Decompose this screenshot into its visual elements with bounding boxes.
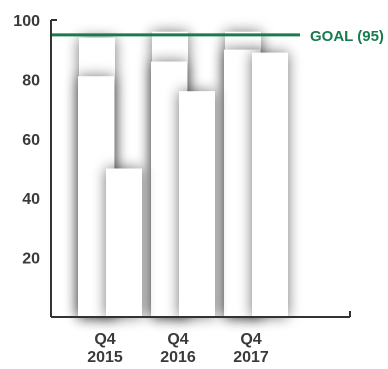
x-tick-label-line2-3: 2017 <box>233 349 269 364</box>
goal-layer: GOAL (95) <box>52 28 384 45</box>
x-tick-label-line2-1: 2015 <box>87 349 123 364</box>
y-tick-label-20: 20 <box>22 251 40 268</box>
y-tick-label-100: 100 <box>13 13 40 30</box>
y-tick-labels: 20 40 60 80 100 <box>13 13 40 268</box>
y-tick-label-40: 40 <box>22 191 40 208</box>
bar-series-3-3 <box>252 52 288 318</box>
x-tick-label-line1-1: Q4 <box>94 331 115 348</box>
x-tick-label-line1-3: Q4 <box>240 331 261 348</box>
bar-series-3-1 <box>106 168 142 317</box>
y-tick-label-80: 80 <box>22 72 40 89</box>
x-tick-label-line2-2: 2016 <box>160 349 196 364</box>
x-tick-label-line1-2: Q4 <box>167 331 188 348</box>
bars-layer <box>78 31 288 318</box>
bar-series-3-2 <box>179 91 215 317</box>
goal-label: GOAL (95) <box>310 28 384 45</box>
y-tick-label-60: 60 <box>22 132 40 149</box>
axes-layer <box>50 19 351 318</box>
